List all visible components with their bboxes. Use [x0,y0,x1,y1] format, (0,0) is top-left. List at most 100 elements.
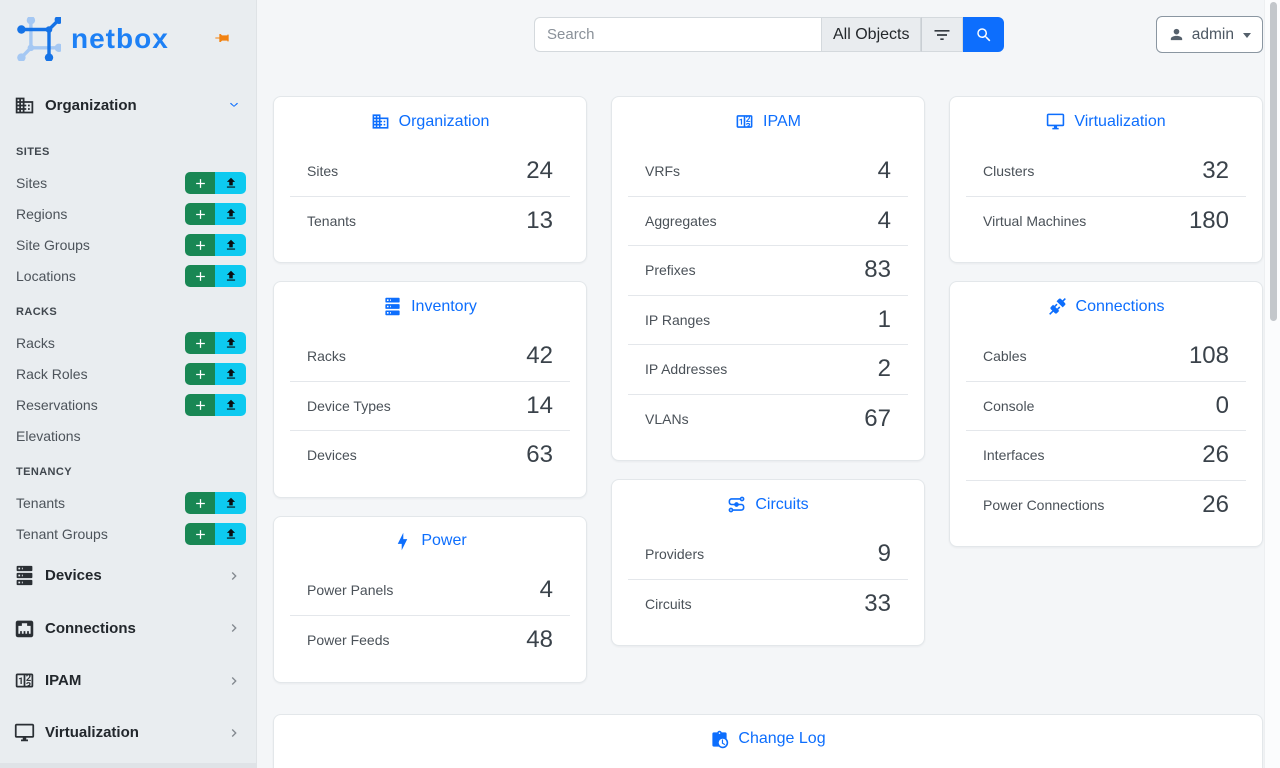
server-icon [383,297,402,316]
sidebar-menu-connections[interactable]: Connections [0,616,256,640]
stat-row-power-feeds: Power Feeds 48 [290,615,570,665]
caret-down-icon [1243,33,1251,38]
sidebar-section-racks: RACKS [16,305,58,318]
sidebar-item-racks: Racks [0,328,256,359]
add-button[interactable] [185,523,215,545]
card-ipam: IPAM VRFs 4 Aggregates 4 Prefixes 83 [611,96,925,461]
transit-connection-icon [727,495,746,514]
card-circuits: Circuits Providers 9 Circuits 33 [611,479,925,646]
sidebar-item-reservations: Reservations [0,390,256,421]
stat-row-power-connections: Power Connections 26 [966,479,1246,530]
add-button[interactable] [185,234,215,256]
stat-row-aggregates: Aggregates 4 [628,195,908,246]
netbox-wordmark[interactable]: netbox [71,23,169,54]
sidebar-menu-label: Organization [45,96,137,114]
add-button[interactable] [185,394,215,416]
stat-row-device-types: Device Types 14 [290,380,570,431]
card-connections-header[interactable]: Connections [950,282,1262,331]
scrollbar-track[interactable] [1264,0,1280,768]
stat-row-power-panels: Power Panels 4 [307,576,553,604]
chevron-right-icon [226,725,242,741]
chevron-right-icon [226,673,242,689]
sidebar-menu-organization[interactable]: Organization [0,93,256,117]
stat-row-console: Console 0 [966,380,1246,431]
sidebar-section-tenancy: TENANCY [16,465,72,478]
ethernet-port-icon [14,618,35,639]
stat-row-circuits: Circuits 33 [628,578,908,629]
import-button[interactable] [215,332,246,354]
sidebar-item-locations: Locations [0,261,256,292]
counter-icon [14,670,35,691]
add-button[interactable] [185,265,215,287]
card-virtualization: Virtualization Clusters 32 Virtual Machi… [949,96,1263,263]
card-inventory: Inventory Racks 42 Device Types 14 Devic… [273,281,587,498]
sidebar-item-tenants: Tenants [0,488,256,519]
import-button[interactable] [215,363,246,385]
stat-row-cables: Cables 108 [983,341,1229,369]
sidebar-section-sites: SITES [16,145,50,158]
building-icon [371,112,390,131]
add-button[interactable] [185,492,215,514]
stat-row-ip-addresses: IP Addresses 2 [628,344,908,394]
sidebar-menu-ipam[interactable]: IPAM [0,669,256,693]
clipboard-clock-icon [710,730,729,749]
add-button[interactable] [185,363,215,385]
filter-icon [934,29,950,40]
card-power-header[interactable]: Power [274,517,586,566]
stat-row-vrfs: VRFs 4 [645,156,891,184]
sidebar-menu-virtualization[interactable]: Virtualization [0,721,256,745]
server-icon [14,565,35,586]
sidebar-item-sites: Sites [0,168,256,199]
import-button[interactable] [215,172,246,194]
monitor-icon [14,722,35,743]
sidebar-item-rack-roles: Rack Roles [0,359,256,390]
stat-row-prefixes: Prefixes 83 [628,245,908,295]
card-ipam-header[interactable]: IPAM [612,97,924,146]
sidebar-item-regions: Regions [0,199,256,230]
sidebar-item-tenant-groups: Tenant Groups [0,519,256,550]
card-changelog-header[interactable]: Change Log [274,715,1262,764]
stat-row-clusters: Clusters 32 [983,156,1229,184]
card-organization: Organization Sites 24 Tenants 13 [273,96,587,263]
sidebar-menu-devices[interactable]: Devices [0,564,256,588]
monitor-icon [1046,112,1065,131]
cable-icon [1048,297,1067,316]
scrollbar-thumb[interactable] [1270,2,1277,321]
sidebar-item-elevations: Elevations [16,428,81,444]
card-virtualization-header[interactable]: Virtualization [950,97,1262,146]
pin-sidebar-icon[interactable] [214,30,230,46]
netbox-logo-icon[interactable] [17,17,61,61]
add-button[interactable] [185,172,215,194]
import-button[interactable] [215,394,246,416]
user-menu-button[interactable]: admin [1155,16,1263,53]
chevron-right-icon [226,620,242,636]
search-button[interactable] [963,17,1005,52]
card-inventory-header[interactable]: Inventory [274,282,586,331]
import-button[interactable] [215,234,246,256]
import-button[interactable] [215,492,246,514]
global-search: All Objects [534,17,1005,52]
import-button[interactable] [215,265,246,287]
add-button[interactable] [185,332,215,354]
sidebar-item-site-groups: Site Groups [0,230,256,261]
lightning-icon [393,532,412,551]
counter-icon [735,112,754,131]
card-circuits-header[interactable]: Circuits [612,480,924,529]
card-organization-header[interactable]: Organization [274,97,586,146]
search-input[interactable] [534,17,821,52]
sidebar: netbox Organization SITES Sites Regions … [0,0,257,768]
account-icon [1168,26,1185,43]
card-power: Power Power Panels 4 Power Feeds 48 [273,515,587,683]
stat-row-providers: Providers 9 [645,539,891,567]
stat-row-devices: Devices 63 [290,430,570,480]
stat-row-racks: Racks 42 [307,341,553,369]
import-button[interactable] [215,203,246,225]
username: admin [1191,25,1234,43]
import-button[interactable] [215,523,246,545]
stat-row-tenants: Tenants 13 [290,195,570,246]
add-button[interactable] [185,203,215,225]
chevron-down-icon [226,97,242,113]
stat-row-ip-ranges: IP Ranges 1 [628,294,908,345]
search-scope-select[interactable]: All Objects [821,17,922,52]
filter-button[interactable] [921,17,964,52]
